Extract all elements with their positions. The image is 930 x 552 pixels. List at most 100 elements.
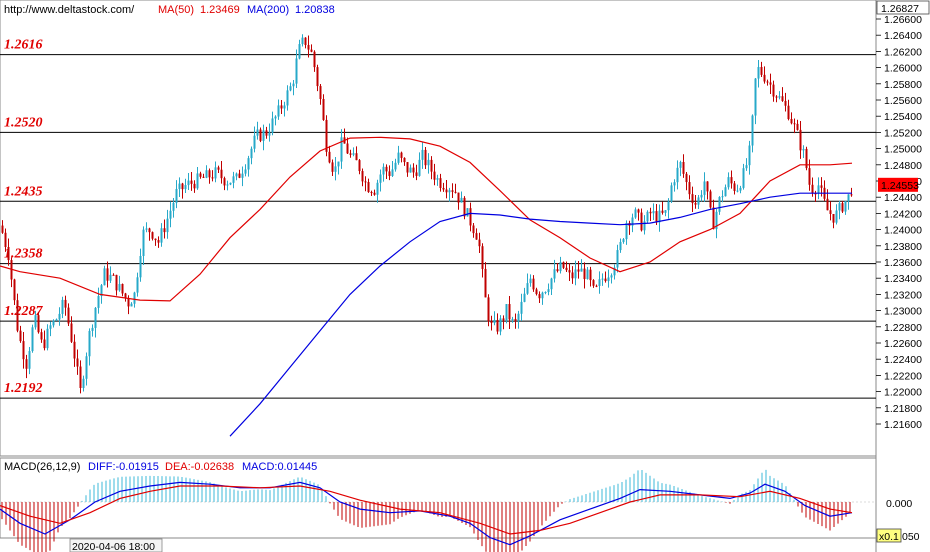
candle-body: [64, 299, 67, 308]
candle-body: [688, 182, 691, 195]
macd-scale-box[interactable]: [876, 528, 902, 543]
candle-body: [322, 98, 325, 120]
candle-body: [307, 45, 310, 50]
candle-body: [232, 176, 235, 183]
candle-body: [223, 178, 226, 186]
candle-body: [799, 129, 802, 151]
candle-body: [157, 240, 160, 243]
candle-body: [826, 198, 829, 211]
price-tick-label: 1.24000: [884, 225, 922, 237]
price-tick-label: 1.25600: [884, 95, 922, 107]
candle-body: [568, 270, 571, 273]
candle-body: [556, 269, 559, 272]
candle-body: [748, 145, 751, 166]
candle-body: [463, 197, 466, 217]
candle-body: [754, 78, 757, 116]
candle-body: [28, 351, 31, 369]
candle-body: [682, 162, 685, 174]
top-price-label: 1.26827: [881, 3, 919, 15]
current-price-label: 1.24553: [881, 180, 919, 192]
candle-body: [289, 86, 292, 91]
candle-body: [577, 269, 580, 272]
candle-body: [520, 301, 523, 314]
candle-body: [394, 162, 397, 170]
candle-body: [385, 166, 388, 172]
price-tick-label: 1.25800: [884, 79, 922, 91]
candle-body: [79, 366, 82, 388]
time-label: 2020-04-06 18:00: [72, 541, 155, 552]
candle-body: [703, 181, 706, 195]
candle-body: [253, 135, 256, 149]
candle-body: [148, 228, 151, 233]
candle-body: [412, 167, 415, 173]
candle-body: [259, 129, 262, 141]
candle-body: [697, 197, 700, 205]
candle-body: [214, 167, 217, 179]
candle-body: [571, 272, 574, 279]
candle-body: [88, 330, 91, 357]
candle-body: [118, 284, 121, 291]
candle-body: [565, 267, 568, 271]
candle-body: [466, 208, 469, 217]
candlesticks: [1, 34, 853, 394]
candle-body: [793, 123, 796, 125]
candle-body: [382, 166, 385, 175]
candle-body: [82, 378, 85, 388]
price-tick-label: 1.22000: [884, 387, 922, 399]
candle-body: [91, 327, 94, 331]
candle-body: [643, 221, 646, 231]
price-tick-label: 1.25200: [884, 127, 922, 139]
candle-body: [781, 96, 784, 101]
candle-body: [742, 168, 745, 188]
price-tick-label: 1.26200: [884, 46, 922, 58]
price-tick-label: 1.22400: [884, 354, 922, 366]
candle-body: [424, 149, 427, 166]
candle-body: [673, 182, 676, 186]
candle-body: [691, 194, 694, 204]
candle-body: [364, 181, 367, 183]
price-tick-label: 1.22600: [884, 338, 922, 350]
candle-body: [730, 177, 733, 184]
candle-body: [766, 81, 769, 83]
source-url[interactable]: http://www.deltastock.com/: [4, 4, 135, 16]
level-label: 1.2287: [4, 304, 44, 319]
candle-body: [256, 129, 259, 136]
candle-body: [529, 278, 532, 284]
candle-body: [37, 315, 40, 333]
candle-body: [694, 203, 697, 205]
candle-body: [844, 201, 847, 212]
candle-body: [436, 178, 439, 180]
candle-body: [337, 161, 340, 167]
candle-body: [499, 318, 502, 332]
candle-body: [409, 167, 412, 173]
macd-bottom-label: 050: [902, 531, 920, 543]
candle-body: [586, 269, 589, 280]
candle-body: [31, 327, 34, 352]
candle-body: [202, 176, 205, 178]
candle-body: [376, 182, 379, 195]
candle-body: [349, 153, 352, 155]
candle-body: [445, 189, 448, 193]
candle-body: [760, 67, 763, 75]
candle-body: [475, 233, 478, 240]
candle-body: [598, 279, 601, 286]
top-price-box: [876, 0, 930, 15]
candle-body: [34, 315, 37, 328]
candle-body: [727, 177, 730, 188]
candle-body: [229, 182, 232, 185]
candle-body: [130, 303, 133, 307]
candle-body: [763, 74, 766, 82]
level-label: 1.2435: [4, 184, 43, 199]
level-label: 1.2520: [4, 115, 43, 130]
candle-body: [220, 169, 223, 179]
candle-body: [154, 238, 157, 241]
macd-diff-value: DIFF:-0.01915: [88, 461, 159, 473]
candle-body: [208, 170, 211, 178]
candle-body: [658, 210, 661, 223]
candle-body: [136, 277, 139, 293]
candle-body: [277, 105, 280, 117]
candle-body: [484, 268, 487, 298]
candle-body: [457, 192, 460, 203]
price-tick-label: 1.23000: [884, 306, 922, 318]
